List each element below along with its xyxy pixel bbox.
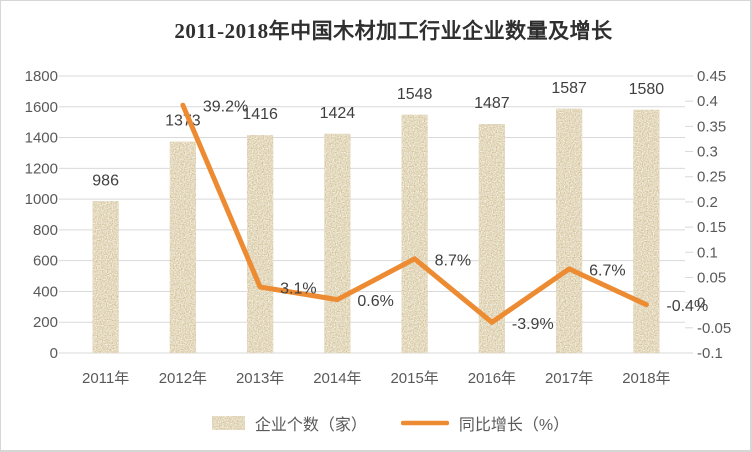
left-axis-tick-label: 1600 <box>25 99 58 116</box>
right-axis-tick-label: 0.1 <box>697 244 718 261</box>
chart-title: 2011-2018年中国木材加工行业企业数量及增长 <box>174 19 613 43</box>
left-axis-tick-label: 800 <box>33 222 58 239</box>
chart-legend: 企业个数（家） 同比增长（%） <box>31 407 750 439</box>
bar-value-label: 1416 <box>242 106 278 123</box>
x-axis-label-2014年: 2014年 <box>313 370 361 387</box>
legend-bar-swatch <box>211 416 245 430</box>
x-axis-label-2016年: 2016年 <box>468 370 516 387</box>
growth-point-label: -3.9% <box>512 316 554 333</box>
legend-bar-label: 企业个数（家） <box>254 417 367 434</box>
x-axis-label-2017年: 2017年 <box>545 370 593 387</box>
right-axis-tick-label: 0.35 <box>697 118 726 135</box>
bar-value-label: 1587 <box>551 80 587 97</box>
right-axis-tick-label: 0.3 <box>697 144 718 161</box>
x-axis-label-2015年: 2015年 <box>390 370 438 387</box>
bar-value-label: 1580 <box>629 81 665 98</box>
x-axis-label-2011年: 2011年 <box>82 370 129 387</box>
x-axis-label-2012年: 2012年 <box>159 370 207 387</box>
bar-2015年 <box>401 114 428 353</box>
bar-value-label: 1424 <box>320 105 356 122</box>
right-axis-tick-label: 0.15 <box>697 219 726 236</box>
right-axis-tick-label: -0.1 <box>697 345 723 362</box>
right-axis-tick-label: 0.25 <box>697 169 726 186</box>
chart-plot-area: 1800 1600 1400 1200 1000 800 600 400 200 0 0.45 0.4… <box>25 68 732 387</box>
legend-line-label: 同比增长（%） <box>458 417 570 434</box>
right-axis-tick-label: 0.2 <box>697 194 718 211</box>
bar-2013年 <box>247 135 274 353</box>
legend-line-swatch <box>400 420 449 426</box>
bar-value-label: 986 <box>92 172 119 189</box>
bar-2011年 <box>92 201 119 353</box>
growth-point-label: 39.2% <box>203 99 248 116</box>
bar-2017年 <box>556 108 583 353</box>
bar-2018年 <box>633 109 660 353</box>
growth-point-label: -0.4% <box>666 298 708 315</box>
x-axis-label-2013年: 2013年 <box>236 370 284 387</box>
right-axis-tick-label: 0.45 <box>697 68 726 85</box>
growth-point-label: 3.1% <box>280 281 316 298</box>
left-axis-tick-label: 1400 <box>25 130 58 147</box>
left-axis-tick-label: 600 <box>33 253 58 270</box>
left-axis-tick-label: 1200 <box>25 160 58 177</box>
growth-point-label: 0.6% <box>357 293 393 310</box>
bar-value-label: 1373 <box>165 113 201 130</box>
left-axis-tick-label: 1800 <box>25 68 58 85</box>
left-axis-tick-label: 400 <box>33 283 58 300</box>
left-axis-tick-label: 1000 <box>25 191 58 208</box>
bar-2014年 <box>324 133 351 353</box>
right-axis-tick-label: 0 <box>697 295 705 312</box>
bar-value-label: 1548 <box>397 86 433 103</box>
growth-point-label: 8.7% <box>435 252 471 269</box>
left-axis-tick-label: 0 <box>50 345 58 362</box>
right-axis-tick-label: -0.05 <box>697 320 731 337</box>
bar-value-label: 1487 <box>474 95 510 112</box>
right-axis-tick-label: 0.05 <box>697 269 726 286</box>
right-axis-tick-label: 0.4 <box>697 93 718 110</box>
growth-point-label: 6.7% <box>589 262 625 279</box>
left-axis-tick-label: 200 <box>33 314 58 331</box>
x-axis-label-2018年: 2018年 <box>622 370 670 387</box>
growth-line <box>180 102 649 325</box>
bar-2012年 <box>169 141 196 353</box>
